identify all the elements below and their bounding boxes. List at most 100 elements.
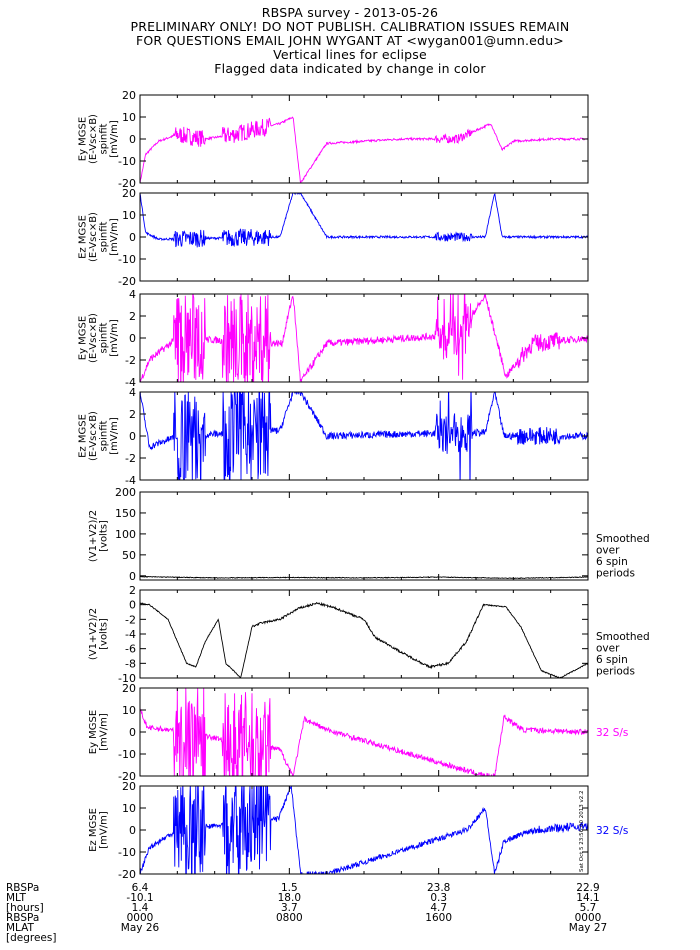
- ephemeris-row-label: [degrees]: [6, 932, 56, 944]
- y-tick-label: -10: [118, 748, 136, 761]
- panel-5-right-label: Smoothed: [596, 533, 650, 545]
- panel-1-ylabel-line: [mV/m]: [109, 120, 120, 158]
- panel-5-ylabel-line: (V1+V2)/2: [88, 510, 99, 562]
- y-tick-label: -10: [118, 846, 136, 859]
- ephemeris-time-value: 1600: [425, 912, 452, 924]
- panel-7: -20 -10 0 10 20 Ey MGSE [mV/m] 32 S/s: [88, 682, 628, 783]
- y-tick-label: -20: [118, 770, 136, 783]
- ephemeris-hours_val-value: 3.7: [281, 902, 298, 914]
- y-tick-label: 0: [129, 570, 136, 583]
- y-tick-label: -20: [118, 177, 136, 190]
- panel-5: 0 50 100 150 200 (V1+V2)/2 [volts] Smoothedover…: [88, 486, 650, 583]
- ephemeris-row-label: MLAT: [6, 922, 35, 934]
- panel-7-right-label: 32 S/s: [596, 727, 628, 739]
- y-tick-label: 0: [129, 430, 136, 443]
- ephemeris-mlt-value: 6.4: [132, 882, 149, 894]
- panel-6-right-label: 6 spin: [596, 654, 628, 666]
- ephemeris-row-label: RBSPa: [6, 882, 39, 894]
- panel-4-ylabel-line: Ez MGSE: [78, 414, 89, 458]
- ephemeris-mlat-value: -10.1: [126, 892, 153, 904]
- y-tick-label: 4: [129, 288, 136, 301]
- panel-1: -20 -10 0 10 20 Ey MGSE (E-Vsc×B) spinfit [mV/m]: [78, 89, 589, 190]
- ephemeris-time-value: 0000: [127, 912, 154, 924]
- y-tick-label: -8: [125, 657, 136, 670]
- y-tick-label: 10: [122, 704, 136, 717]
- panel-2-ylabel-line: [mV/m]: [109, 218, 120, 256]
- panel-2-ylabel-line: (E-Vsc×B): [88, 212, 99, 262]
- ephemeris-mlat-value: 14.1: [576, 892, 599, 904]
- panel-1-ylabel-line: Ey MGSE: [78, 117, 89, 161]
- panel-6-frame: [139, 589, 589, 679]
- y-tick-label: -20: [118, 275, 136, 288]
- panel-7-ylabel-line: [mV/m]: [99, 713, 110, 751]
- ephemeris-mlat-value: 0.3: [430, 892, 447, 904]
- ephemeris-row-label: MLT: [6, 892, 26, 904]
- panel-8-ylabel-line: Ez MGSE: [88, 808, 99, 852]
- panel-7-trace: [140, 688, 588, 776]
- ephemeris-time-value: 0000: [575, 912, 602, 924]
- panel-1-ylabel-line: (E-Vsc×B): [88, 114, 99, 164]
- ephemeris-date-value: May 27: [569, 922, 607, 934]
- y-tick-label: 100: [115, 528, 136, 541]
- header-eclipse-note: Vertical lines for eclipse: [273, 47, 427, 62]
- y-tick-label: -10: [118, 253, 136, 266]
- y-tick-label: 20: [122, 780, 136, 793]
- ephemeris-mlt-value: 1.5: [281, 882, 298, 894]
- version-stamp: Sat Oct 5 23:56:00 2013 v2.2: [579, 791, 585, 872]
- panel-6-right-label: over: [596, 643, 620, 655]
- ephemeris-hours_val-value: 5.7: [580, 902, 597, 914]
- y-tick-label: 0: [129, 726, 136, 739]
- panel-4-ylabel-line: spinfit: [99, 420, 110, 451]
- ephemeris-hours_val-value: 1.4: [132, 902, 149, 914]
- y-tick-label: -4: [125, 628, 136, 641]
- y-tick-label: 150: [115, 507, 136, 520]
- y-tick-label: 4: [129, 386, 136, 399]
- y-tick-label: 0: [129, 332, 136, 345]
- y-tick-label: -2: [125, 354, 136, 367]
- plot-header: RBSPA survey - 2013-05-26 PRELIMINARY ON…: [0, 6, 700, 76]
- y-tick-label: -4: [125, 376, 136, 389]
- panel-4: -4 -2 0 2 4 Ez MGSE (E-Vsc×B) spinfit [mV/m]: [78, 386, 589, 487]
- ephemeris-block: RBSPaMLT[hours]RBSPaMLAT[degrees]6.4-10.…: [6, 882, 607, 944]
- panel-2-ylabel-line: spinfit: [99, 221, 110, 252]
- panel-6-trace: [140, 601, 588, 678]
- panel-8-ylabel-line: [mV/m]: [99, 811, 110, 849]
- panel-6-ylabel-line: (V1+V2)/2: [88, 608, 99, 660]
- panel-5-frame: [139, 491, 589, 581]
- panel-8-right-label: 32 S/s: [596, 825, 628, 837]
- y-tick-label: -20: [118, 868, 136, 881]
- y-tick-label: 50: [122, 549, 136, 562]
- y-tick-label: 2: [129, 584, 136, 597]
- y-tick-label: 20: [122, 89, 136, 102]
- y-tick-label: 2: [129, 408, 136, 421]
- y-tick-label: 2: [129, 310, 136, 323]
- panel-3-ylabel-line: spinfit: [99, 322, 110, 353]
- ephemeris-hours_val-value: 4.7: [430, 902, 447, 914]
- panel-3-ylabel-line: [mV/m]: [109, 319, 120, 357]
- y-tick-label: 10: [122, 802, 136, 815]
- panel-1-frame: [139, 94, 589, 184]
- panel-3: -4 -2 0 2 4 Ey MGSE (E-Vsc×B) spinfit [mV/m]: [78, 288, 589, 389]
- y-tick-label: 10: [122, 111, 136, 124]
- y-tick-label: -10: [118, 672, 136, 685]
- y-tick-label: -10: [118, 155, 136, 168]
- panel-3-ylabel-line: (E-Vsc×B): [88, 313, 99, 363]
- y-tick-label: -2: [125, 452, 136, 465]
- panel-6-ylabel-line: [volts]: [99, 618, 110, 650]
- panel-8-frame: [139, 785, 589, 875]
- panel-3-trace: [140, 294, 588, 382]
- ephemeris-row-label: [hours]: [6, 902, 44, 914]
- panel-6-right-label: periods: [596, 666, 635, 678]
- ephemeris-date-value: May 26: [121, 922, 160, 934]
- y-tick-label: 20: [122, 682, 136, 695]
- y-tick-label: 10: [122, 209, 136, 222]
- y-tick-label: -2: [125, 613, 136, 626]
- header-contact: FOR QUESTIONS EMAIL JOHN WYGANT AT <wyga…: [135, 33, 564, 48]
- y-tick-label: 0: [129, 133, 136, 146]
- y-tick-label: -4: [125, 474, 136, 487]
- panel-4-ylabel-line: (E-Vsc×B): [88, 411, 99, 461]
- panel-5-ylabel-line: [volts]: [99, 520, 110, 552]
- panel-1-trace: [140, 116, 588, 183]
- y-tick-label: 20: [122, 187, 136, 200]
